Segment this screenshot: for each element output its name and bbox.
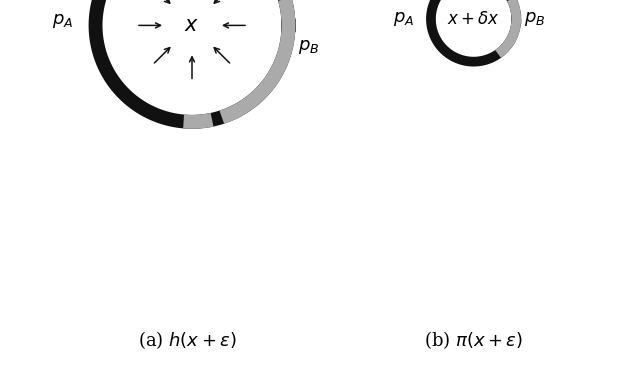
Text: (a) $h(x + \varepsilon)$: (a) $h(x + \varepsilon)$ [138,329,236,351]
Text: $p_A$: $p_A$ [52,12,74,30]
Text: $x$: $x$ [184,16,200,35]
Text: $p_B$: $p_B$ [298,39,320,56]
Text: $p_B$: $p_B$ [524,10,546,28]
Text: $p_A$: $p_A$ [393,10,414,28]
Text: $x + \delta x$: $x + \delta x$ [447,10,500,27]
Text: (b) $\pi(x + \varepsilon)$: (b) $\pi(x + \varepsilon)$ [424,329,523,351]
